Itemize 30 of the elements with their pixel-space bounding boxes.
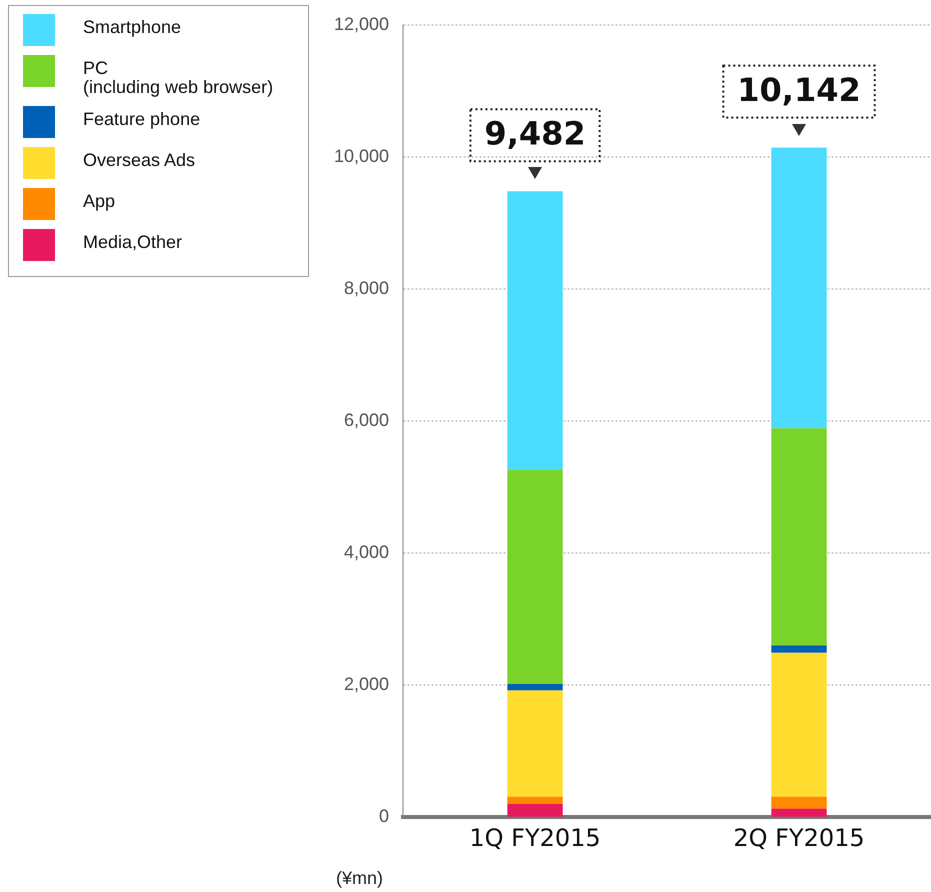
bar [771,646,827,653]
total-label: 10,142 [737,70,861,109]
bar [771,796,827,809]
legend-label: Media,Other [83,231,182,252]
y-axis-title: (¥mn) [336,868,384,889]
bar [507,690,563,797]
legend-label: Smartphone [83,16,182,37]
legend-label: Feature phone [83,108,200,129]
y-tick-label: 6,000 [344,410,390,430]
y-tick-label: 4,000 [344,542,390,562]
y-tick-label: 2,000 [344,674,390,694]
legend-label: App [83,190,116,211]
total-label: 9,482 [484,114,586,153]
y-tick-label: 0 [379,806,390,826]
y-tick-label: 12,000 [334,14,390,34]
bar [771,148,827,428]
bar [771,808,827,817]
x-tick-label: 2Q FY2015 [733,824,865,852]
y-tick-label: 10,000 [334,146,390,166]
legend-label: Overseas Ads [83,149,196,170]
x-tick-label: 1Q FY2015 [469,824,601,852]
bar [507,796,563,804]
bar [507,684,563,690]
bar [507,804,563,817]
bar [507,191,563,470]
bar [507,470,563,684]
bar [771,428,827,646]
y-tick-label: 8,000 [344,278,390,298]
legend-label: PC (including web browser) [83,57,274,97]
bar [771,652,827,797]
